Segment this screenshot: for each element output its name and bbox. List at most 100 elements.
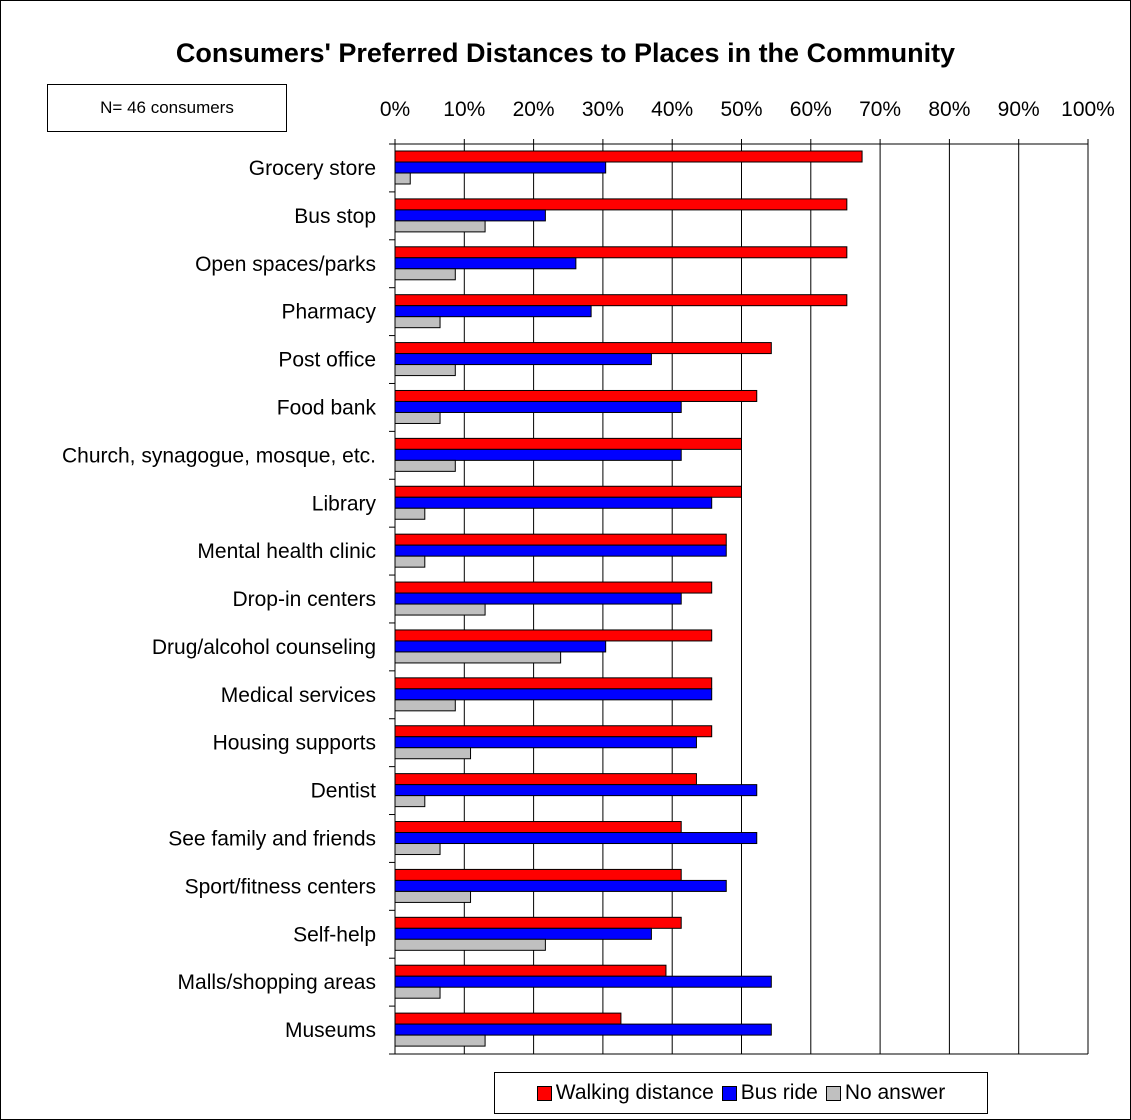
bar-no-answer [394,220,486,233]
bar-bus [394,161,607,174]
bar-bus [394,353,652,366]
legend-label-no-answer: No answer [844,1081,946,1104]
x-tick-label: 80% [928,98,970,121]
bar-no-answer [394,603,486,616]
bar-walking [394,773,697,786]
bar-walking [394,677,713,690]
category-label: Open spaces/parks [195,253,376,276]
category-label: Housing supports [213,732,376,755]
x-tick-label: 30% [582,98,624,121]
category-label: Post office [278,349,376,372]
bar-walking [394,725,713,738]
bar-no-answer [394,172,411,185]
bar-bus [394,640,607,653]
x-tick-label: 70% [859,98,901,121]
bar-bus [394,257,577,270]
bar-walking [394,964,667,977]
bar-no-answer [394,268,456,281]
x-tick-label: 0% [380,98,410,121]
category-label: Church, synagogue, mosque, etc. [62,444,376,467]
bar-walking [394,629,713,642]
bar-walking [394,1012,622,1025]
bar-no-answer [394,795,426,808]
legend-label-walking: Walking distance [555,1081,714,1104]
bar-no-answer [394,890,472,903]
bar-walking [394,916,682,929]
bar-no-answer [394,843,441,856]
bar-bus [394,927,652,940]
legend-label-bus: Bus ride [740,1081,818,1104]
bar-no-answer [394,699,456,712]
bar-walking [394,294,848,307]
bar-walking [394,246,848,259]
bar-bus [394,592,682,605]
x-tick-label: 90% [998,98,1040,121]
bar-bus [394,975,772,988]
x-tick-label: 50% [720,98,762,121]
category-label: Self-help [293,923,376,946]
legend: Walking distance Bus ride No answer [494,1072,988,1114]
bar-walking [394,437,742,450]
x-tick-label: 60% [790,98,832,121]
bar-bus [394,736,697,749]
bar-no-answer [394,555,426,568]
category-label: Pharmacy [281,301,376,324]
bar-walking [394,581,713,594]
bar-walking [394,821,682,834]
bar-bus [394,544,727,557]
bar-no-answer [394,1034,486,1047]
legend-item-walking: Walking distance [536,1081,714,1105]
category-label: Food bank [277,396,377,419]
category-label: Sport/fitness centers [185,875,376,898]
bar-bus [394,688,713,701]
bar-no-answer [394,986,441,999]
bar-bus [394,209,546,222]
category-label: Mental health clinic [197,540,376,563]
bar-no-answer [394,459,456,472]
bar-bus [394,305,592,318]
bar-walking [394,533,727,546]
bar-bus [394,784,758,797]
category-label: See family and friends [168,828,376,851]
bar-walking [394,485,742,498]
bar-bus [394,879,727,892]
legend-item-bus: Bus ride [721,1081,818,1105]
sample-size-box: N= 46 consumers [47,84,287,132]
legend-swatch-walking [536,1085,552,1101]
bar-walking [394,868,682,881]
x-tick-label: 40% [651,98,693,121]
legend-swatch-no-answer [825,1085,841,1101]
sample-size-label: N= 46 consumers [100,98,234,117]
category-label: Bus stop [294,205,376,228]
category-label: Museums [285,1019,376,1042]
x-tick-label: 10% [443,98,485,121]
bar-no-answer [394,507,426,520]
bar-no-answer [394,651,562,664]
bar-bus [394,496,713,509]
bar-no-answer [394,364,456,377]
bar-bus [394,1023,772,1036]
category-label: Dentist [311,780,377,803]
bar-bus [394,448,682,461]
bar-walking [394,389,758,402]
category-label: Grocery store [249,157,376,180]
category-label: Medical services [221,684,376,707]
legend-item-no-answer: No answer [825,1081,946,1105]
bar-no-answer [394,316,441,329]
x-tick-label: 20% [513,98,555,121]
bar-walking [394,150,863,163]
bar-walking [394,342,772,355]
x-tick-label: 100% [1061,98,1115,121]
chart-title: Consumers' Preferred Distances to Places… [175,38,956,68]
bar-bus [394,832,758,845]
bar-no-answer [394,938,546,951]
bar-no-answer [394,747,472,760]
category-label: Drug/alcohol counseling [152,636,376,659]
bar-walking [394,198,848,211]
category-label: Drop-in centers [232,588,376,611]
bar-no-answer [394,411,441,424]
bar-bus [394,400,682,413]
category-label: Malls/shopping areas [178,971,376,994]
legend-swatch-bus [721,1085,737,1101]
